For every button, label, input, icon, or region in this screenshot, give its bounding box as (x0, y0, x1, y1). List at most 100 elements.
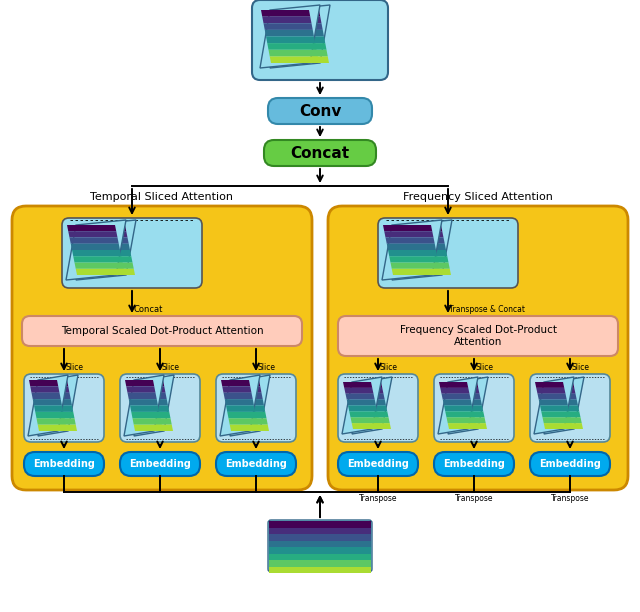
Text: Embedding: Embedding (129, 459, 191, 469)
Polygon shape (30, 386, 60, 393)
Polygon shape (221, 380, 250, 386)
Polygon shape (34, 406, 63, 412)
Polygon shape (268, 43, 317, 50)
Polygon shape (261, 10, 310, 17)
Polygon shape (388, 250, 437, 256)
Polygon shape (554, 423, 583, 429)
Polygon shape (43, 399, 72, 406)
Polygon shape (445, 411, 474, 417)
Text: Slice: Slice (161, 363, 179, 372)
Polygon shape (225, 399, 254, 406)
Polygon shape (360, 417, 390, 423)
Polygon shape (384, 231, 433, 237)
Text: Concat: Concat (291, 146, 349, 160)
Polygon shape (240, 425, 269, 431)
FancyBboxPatch shape (338, 316, 618, 356)
Polygon shape (456, 417, 486, 423)
Polygon shape (220, 375, 260, 436)
Polygon shape (540, 406, 569, 411)
Polygon shape (342, 377, 382, 434)
Polygon shape (234, 393, 263, 399)
Polygon shape (547, 388, 575, 394)
FancyBboxPatch shape (62, 218, 202, 288)
Polygon shape (84, 263, 134, 269)
Polygon shape (397, 244, 446, 250)
Polygon shape (277, 43, 326, 50)
Polygon shape (443, 400, 472, 406)
Polygon shape (130, 406, 159, 412)
Polygon shape (143, 418, 172, 425)
Polygon shape (227, 412, 257, 418)
Text: Temporal Sliced Attention: Temporal Sliced Attention (90, 192, 234, 202)
Polygon shape (77, 225, 126, 231)
Polygon shape (232, 386, 262, 393)
Polygon shape (35, 412, 65, 418)
FancyBboxPatch shape (252, 0, 388, 80)
Polygon shape (135, 380, 164, 386)
Text: Embedding: Embedding (539, 459, 601, 469)
FancyBboxPatch shape (216, 374, 296, 442)
Polygon shape (399, 256, 449, 263)
Polygon shape (543, 417, 572, 423)
Polygon shape (355, 388, 383, 394)
Polygon shape (223, 393, 253, 399)
Polygon shape (452, 400, 482, 406)
Polygon shape (401, 263, 450, 269)
Polygon shape (134, 375, 174, 436)
Polygon shape (29, 380, 58, 386)
Bar (269, 540, 371, 547)
Polygon shape (72, 250, 121, 256)
Polygon shape (265, 30, 314, 37)
Polygon shape (68, 231, 118, 237)
Polygon shape (538, 394, 567, 400)
Polygon shape (534, 377, 574, 434)
Text: Slice: Slice (571, 363, 589, 372)
Polygon shape (276, 37, 325, 43)
Text: Embedding: Embedding (443, 459, 505, 469)
FancyBboxPatch shape (530, 374, 610, 442)
Text: Slice: Slice (475, 363, 493, 372)
Polygon shape (44, 406, 73, 412)
Text: Embedding: Embedding (347, 459, 409, 469)
Polygon shape (125, 380, 154, 386)
Polygon shape (226, 406, 255, 412)
Bar (269, 534, 371, 540)
Polygon shape (71, 244, 120, 250)
FancyBboxPatch shape (378, 218, 518, 288)
Polygon shape (448, 377, 488, 434)
Polygon shape (38, 425, 67, 431)
Text: Embedding: Embedding (225, 459, 287, 469)
FancyBboxPatch shape (22, 316, 302, 346)
Polygon shape (458, 423, 487, 429)
Polygon shape (45, 412, 74, 418)
Polygon shape (140, 406, 169, 412)
FancyBboxPatch shape (434, 452, 514, 476)
Polygon shape (402, 269, 451, 275)
Polygon shape (36, 418, 66, 425)
Polygon shape (392, 269, 441, 275)
Polygon shape (352, 423, 381, 429)
Polygon shape (451, 388, 479, 394)
Polygon shape (266, 37, 316, 43)
Polygon shape (387, 244, 436, 250)
Polygon shape (231, 380, 260, 386)
Polygon shape (31, 393, 61, 399)
Polygon shape (66, 220, 126, 280)
Polygon shape (239, 418, 268, 425)
Polygon shape (544, 423, 573, 429)
Text: Transpose: Transpose (455, 494, 493, 503)
Polygon shape (349, 411, 378, 417)
Polygon shape (272, 17, 321, 23)
Text: Frequency Scaled Dot-Product
Attention: Frequency Scaled Dot-Product Attention (399, 325, 557, 347)
Polygon shape (270, 5, 330, 68)
Polygon shape (548, 400, 578, 406)
Text: Slice: Slice (379, 363, 397, 372)
Bar (269, 528, 371, 534)
Bar (269, 553, 371, 560)
Polygon shape (344, 388, 374, 394)
Polygon shape (42, 393, 71, 399)
FancyBboxPatch shape (530, 452, 610, 476)
Polygon shape (389, 256, 438, 263)
Polygon shape (70, 237, 119, 244)
Polygon shape (535, 382, 564, 388)
